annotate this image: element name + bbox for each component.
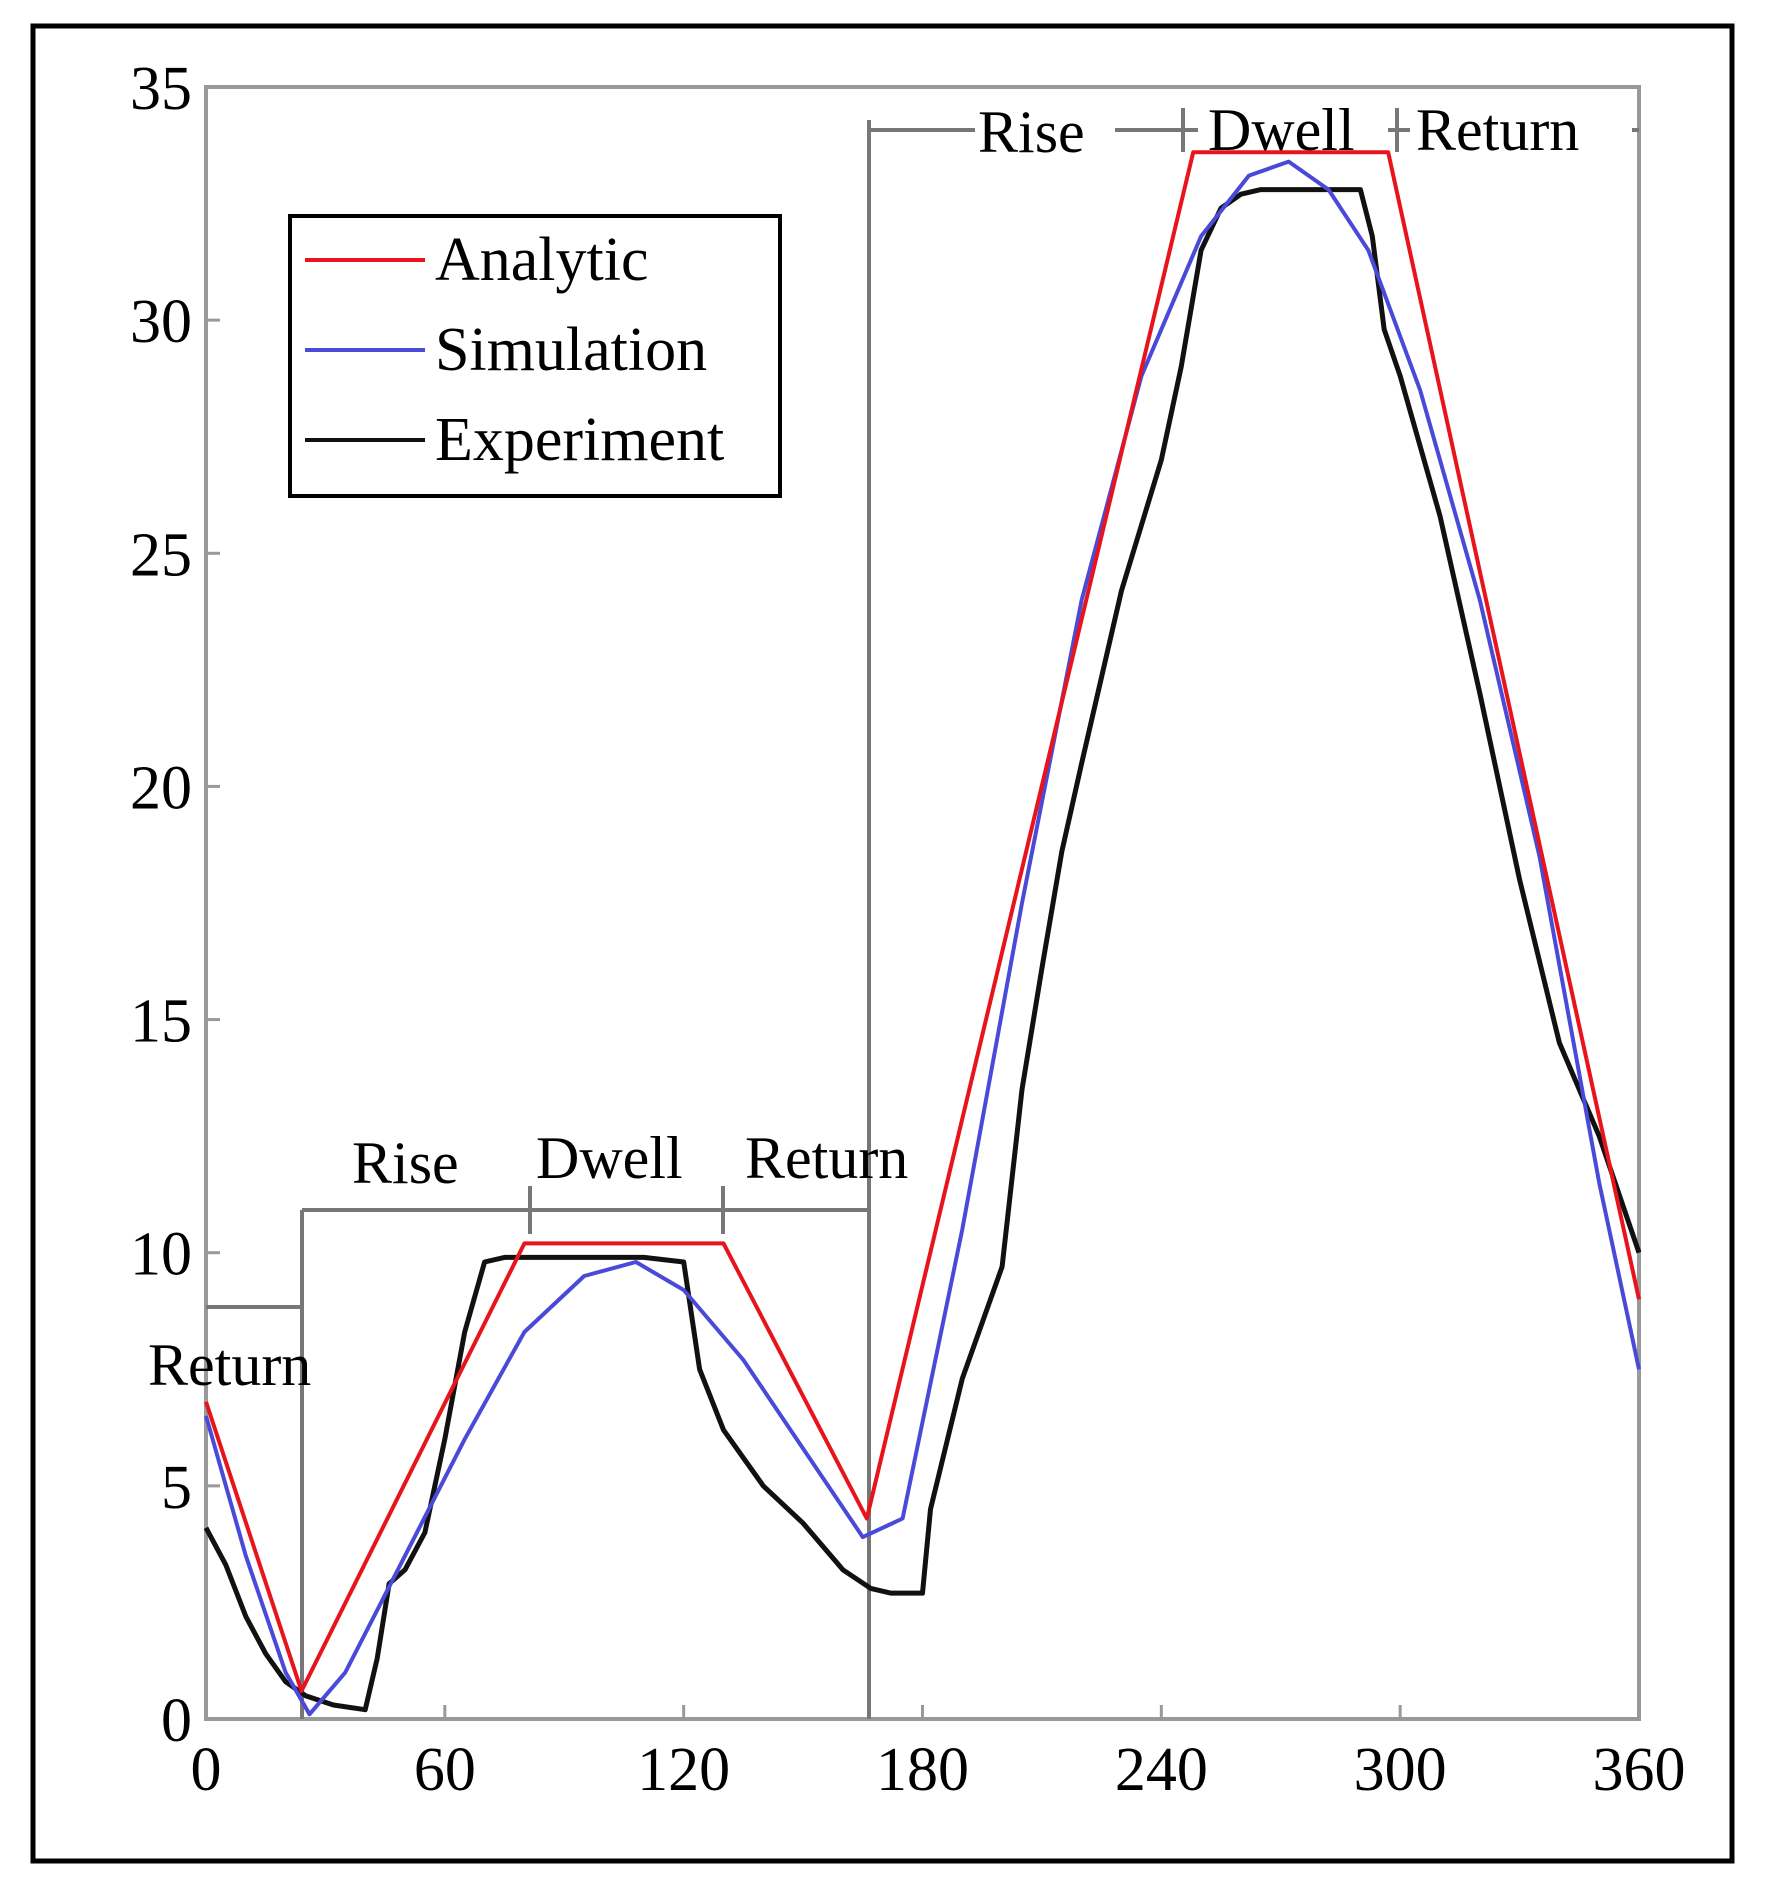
outer-frame	[30, 23, 1735, 1864]
y-tick-label: 25	[130, 521, 192, 589]
legend-box	[288, 214, 782, 498]
x-tick-label: 300	[1354, 1736, 1447, 1804]
series-layer	[203, 150, 1642, 1717]
phase-label-return-3: Return	[1416, 97, 1579, 163]
series-line-simulation	[204, 159, 1641, 1717]
phase-label-rise-2: Rise	[978, 99, 1085, 165]
x-tick-label: 120	[637, 1736, 730, 1804]
x-tick-label: 180	[876, 1736, 969, 1804]
legend-label-analytic: Analytic	[435, 226, 649, 294]
phase-labels: Return Rise Dwell Return Rise Dwell Retu…	[148, 97, 1632, 1398]
y-axis: 0 5 10 15 20 25 30 35	[130, 55, 220, 1755]
x-tick-label: 0	[191, 1736, 222, 1804]
x-axis: 0 60 120 180 240 300 360	[191, 1705, 1686, 1804]
x-tick-label: 360	[1593, 1736, 1686, 1804]
x-tick-label: 240	[1115, 1736, 1208, 1804]
legend-label-simulation: Simulation	[435, 316, 707, 384]
phase-label-return-1: Return	[148, 1332, 311, 1398]
series-line-analytic	[204, 150, 1641, 1693]
y-tick-label: 10	[130, 1221, 192, 1289]
phase-label-return-2: Return	[745, 1125, 908, 1191]
phase-label-rise-1: Rise	[352, 1130, 459, 1196]
legend: Analytic Simulation Experiment	[288, 214, 782, 498]
phase-label-dwell-1: Dwell	[536, 1125, 683, 1191]
y-tick-label: 20	[130, 754, 192, 822]
x-tick-label: 60	[414, 1736, 476, 1804]
y-tick-label: 35	[130, 55, 192, 123]
legend-label-experiment: Experiment	[435, 406, 724, 474]
y-tick-label: 0	[161, 1687, 192, 1755]
y-tick-label: 15	[130, 988, 192, 1056]
y-tick-label: 30	[130, 288, 192, 356]
y-tick-label: 5	[161, 1454, 192, 1522]
